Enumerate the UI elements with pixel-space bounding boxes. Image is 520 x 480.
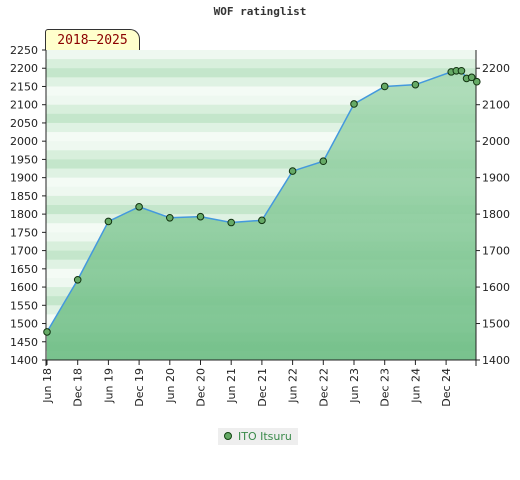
axes xyxy=(42,50,480,366)
legend-series-name: ITO Itsuru xyxy=(238,430,292,443)
data-point xyxy=(166,213,174,222)
data-point xyxy=(73,275,82,284)
left-tick-label: 1400 xyxy=(10,354,38,367)
right-tick-label: 2000 xyxy=(482,135,510,148)
right-tick-label: 2100 xyxy=(482,99,510,112)
period-badge: 2018–2025 xyxy=(45,29,140,50)
data-point xyxy=(411,80,420,89)
x-tick-label: Jun 18 xyxy=(41,368,54,404)
background-band xyxy=(46,205,476,215)
data-point xyxy=(467,73,476,82)
background-band xyxy=(46,177,476,188)
data-point xyxy=(288,167,297,175)
background-band xyxy=(46,104,476,115)
data-point xyxy=(473,77,481,86)
right-tick-label: 1600 xyxy=(482,281,510,294)
background-band xyxy=(46,186,476,197)
right-tick-label: 1800 xyxy=(482,208,510,221)
left-tick-label: 1600 xyxy=(10,281,38,294)
background-band xyxy=(46,68,476,78)
left-tick-label: 2200 xyxy=(10,62,38,75)
left-tick-label: 2050 xyxy=(10,117,38,130)
x-tick-label: Dec 20 xyxy=(195,368,208,407)
background-band xyxy=(46,122,476,133)
x-tick-label: Dec 18 xyxy=(72,368,85,407)
right-tick-label: 1700 xyxy=(482,245,510,258)
x-tick-label: Jun 19 xyxy=(102,368,115,404)
background-band xyxy=(46,59,476,69)
background-band xyxy=(46,50,476,60)
x-tick-label: Jun 20 xyxy=(164,368,177,404)
left-tick-label: 1800 xyxy=(10,208,38,221)
x-tick-label: Dec 23 xyxy=(379,368,392,407)
background-band xyxy=(46,113,476,124)
left-tick-label: 1700 xyxy=(10,245,38,258)
left-tick-label: 2150 xyxy=(10,80,38,93)
x-tick-label: Jun 22 xyxy=(287,368,300,404)
background-band xyxy=(46,95,476,106)
left-tick-label: 1650 xyxy=(10,263,38,276)
x-tick-label: Dec 19 xyxy=(133,368,146,407)
left-tick-label: 1550 xyxy=(10,299,38,312)
background-band xyxy=(46,77,476,87)
x-tick-label: Jun 24 xyxy=(409,368,422,404)
x-tick-label: Dec 21 xyxy=(256,368,269,407)
left-y-axis: 1400 1450 1500 1550 1600 1650 1700 1750 1800 1850… xyxy=(10,44,46,367)
data-points xyxy=(43,66,481,336)
background-band xyxy=(46,86,476,97)
left-tick-label: 1850 xyxy=(10,190,38,203)
data-point xyxy=(258,216,266,225)
left-tick-label: 1900 xyxy=(10,172,38,185)
background-band xyxy=(46,168,476,179)
background-band xyxy=(46,141,476,151)
background-band xyxy=(46,159,476,170)
data-point xyxy=(227,218,235,227)
background-band xyxy=(46,195,476,206)
right-tick-label: 1400 xyxy=(482,354,510,367)
left-tick-label: 2000 xyxy=(10,135,38,148)
background-band xyxy=(46,150,476,160)
data-point xyxy=(457,66,466,75)
data-point xyxy=(135,203,143,211)
left-tick-label: 1750 xyxy=(10,226,38,239)
data-point xyxy=(196,212,205,221)
right-tick-label: 2200 xyxy=(482,62,510,75)
chart-title: WOF ratinglist xyxy=(213,5,307,18)
background-band xyxy=(46,132,476,142)
x-tick-label: Jun 23 xyxy=(348,368,361,404)
x-tick-label: Dec 22 xyxy=(317,368,330,407)
x-tick-label: Dec 24 xyxy=(440,368,453,407)
right-tick-label: 1900 xyxy=(482,172,510,185)
x-tick-label: Jun 21 xyxy=(225,368,238,404)
right-tick-label: 1500 xyxy=(482,318,510,331)
left-tick-label: 1450 xyxy=(10,336,38,349)
left-tick-label: 1500 xyxy=(10,318,38,331)
legend-marker-icon xyxy=(224,432,232,440)
left-tick-label: 2250 xyxy=(10,44,38,57)
x-axis: Jun 18 Dec 18 Jun 19 Dec 19 Jun 20 Dec 20 Jun … xyxy=(41,360,453,407)
left-tick-label: 2100 xyxy=(10,99,38,112)
data-point xyxy=(319,157,328,166)
data-point xyxy=(43,328,51,336)
data-point xyxy=(104,217,113,226)
left-tick-label: 1950 xyxy=(10,153,38,166)
right-y-axis: 1400 1500 1600 1700 1800 1900 2000 2100 2200 xyxy=(476,62,510,367)
legend: ITO Itsuru xyxy=(218,428,298,445)
data-point xyxy=(380,82,389,91)
rating-area xyxy=(47,70,477,360)
data-point xyxy=(350,100,358,108)
